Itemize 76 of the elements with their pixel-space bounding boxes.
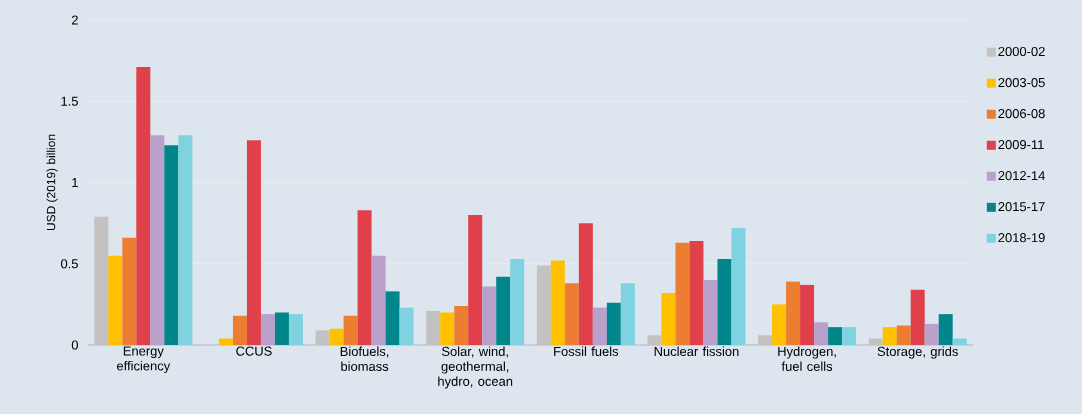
y-axis-title: USD (2019) billion (46, 134, 58, 231)
bar (703, 280, 718, 345)
x-tick-label: Storage, grids (877, 346, 958, 359)
x-tick-label: Biofuels, biomass (340, 346, 389, 371)
y-tick-label: 1.5 (61, 96, 78, 106)
bar (814, 322, 829, 345)
bar (496, 276, 511, 345)
bar (510, 258, 525, 345)
bar (772, 304, 787, 345)
bar (828, 327, 843, 345)
bar (232, 315, 247, 345)
bar (150, 135, 165, 345)
bar (661, 293, 676, 345)
legend-label: 2000-02 (998, 46, 1045, 57)
bar (164, 145, 179, 345)
bar (578, 223, 593, 345)
bar (842, 327, 857, 345)
y-tick-label: 2 (71, 15, 78, 25)
bar (564, 283, 579, 345)
bar (550, 260, 565, 345)
bar (136, 67, 151, 345)
x-tick-label: Solar, wind, geothermal, hydro, ocean (438, 346, 513, 389)
bar (94, 216, 109, 345)
x-tick-label: Fossil fuels (554, 346, 619, 357)
bar (938, 314, 953, 345)
bar (758, 335, 773, 345)
x-tick-label: Nuclear fission (654, 346, 739, 357)
bar (385, 291, 400, 345)
bar (606, 302, 621, 345)
bar (288, 314, 303, 345)
bar (426, 310, 441, 345)
bar (399, 307, 414, 345)
bar (315, 330, 330, 345)
y-tick-label: 1 (72, 178, 78, 187)
legend-label: 2003-05 (998, 77, 1045, 88)
bar (343, 315, 358, 345)
bar (910, 289, 925, 345)
bar (952, 338, 967, 345)
bar (246, 140, 261, 345)
bar (108, 255, 123, 345)
bar (675, 242, 690, 345)
bar (468, 215, 483, 345)
x-tick-label: Hydrogen, fuel cells (778, 346, 836, 371)
bar (717, 258, 732, 345)
bar (357, 210, 372, 345)
bar (896, 325, 911, 345)
bar (882, 327, 897, 345)
x-tick-label: Energy efficiency (116, 346, 171, 374)
bar (786, 281, 801, 345)
legend-label: 2015-17 (998, 202, 1045, 212)
bar (440, 312, 455, 345)
legend-label: 2009-11 (998, 140, 1044, 150)
bar (647, 335, 662, 345)
bar (536, 265, 551, 345)
bar (329, 328, 344, 345)
bar (592, 307, 607, 345)
bar (731, 228, 746, 345)
bar (868, 338, 883, 345)
bar (620, 283, 635, 345)
bar (178, 135, 193, 345)
bar (371, 255, 386, 345)
bar (482, 286, 497, 345)
bar (218, 338, 233, 345)
legend-label: 2006-08 (998, 108, 1045, 119)
bar (274, 312, 289, 345)
bar (260, 314, 275, 345)
y-tick-label: 0 (71, 340, 78, 350)
bar (122, 237, 137, 345)
legend-label: 2018-19 (998, 233, 1045, 243)
x-tick-label: CCUS (236, 346, 272, 356)
bar (689, 241, 704, 345)
bar (924, 323, 939, 345)
y-tick-label: 0.5 (60, 259, 78, 269)
bar (454, 306, 469, 345)
legend-label: 2012-14 (998, 171, 1045, 181)
bar (800, 284, 815, 345)
